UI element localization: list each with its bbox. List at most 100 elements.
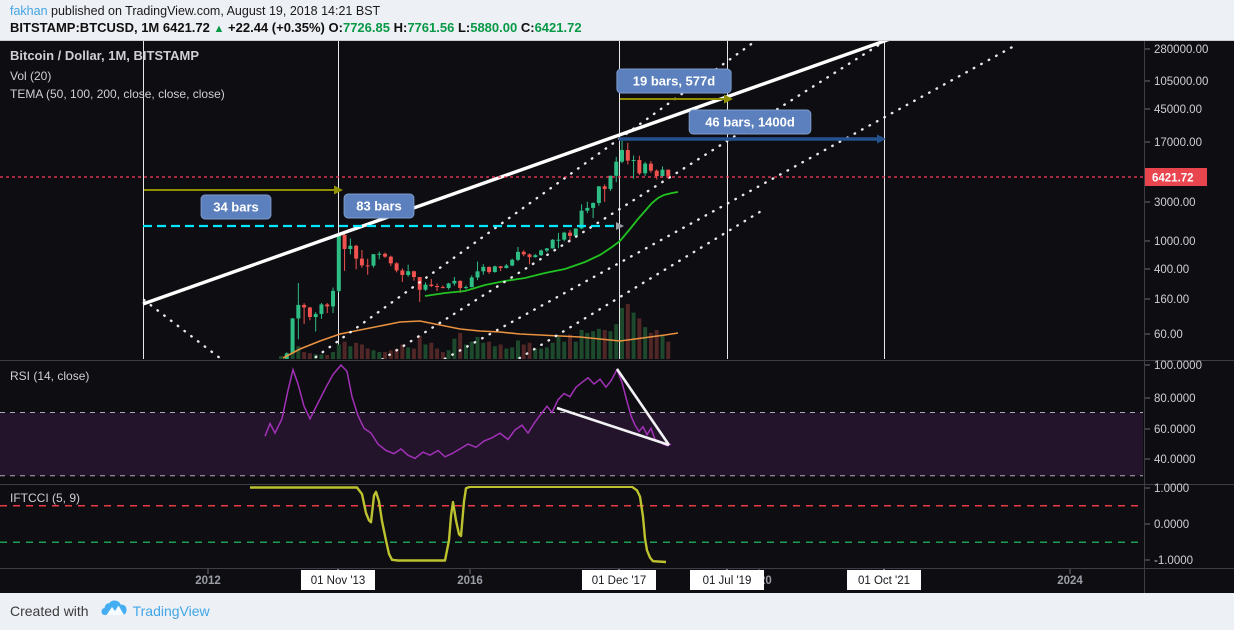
price-axis-label[interactable]: 3000.00	[1154, 197, 1196, 209]
tradingview-logo-icon[interactable]	[101, 600, 127, 623]
tradingview-brand-link[interactable]: TradingView	[132, 603, 210, 619]
price-axis-label[interactable]: 400.00	[1154, 264, 1189, 276]
price-axis-label[interactable]: 280000.00	[1154, 44, 1208, 56]
rsi-axis-label[interactable]: 60.0000	[1154, 424, 1196, 436]
candle-body	[302, 304, 307, 308]
volume-bar	[383, 352, 388, 359]
volume-bar	[348, 346, 353, 359]
volume-bar	[591, 331, 596, 359]
candle-body	[383, 253, 388, 257]
volume-bar	[359, 344, 364, 359]
volume-bar	[394, 348, 399, 359]
candle-body	[348, 245, 353, 250]
candle-body	[637, 160, 642, 174]
price-axis-label[interactable]: 60.00	[1154, 329, 1183, 341]
iftcc-axis-label[interactable]: 1.0000	[1154, 483, 1189, 495]
candle-body	[654, 170, 659, 177]
volume-bar	[429, 342, 434, 359]
volume-bar	[648, 332, 653, 359]
volume-bar	[533, 348, 538, 359]
time-axis-year-label[interactable]: 2016	[457, 575, 483, 587]
dotted-trendline-drawing[interactable]	[505, 208, 765, 367]
candle-body	[602, 186, 607, 189]
candle-body	[394, 263, 399, 271]
main-pane[interactable]: 34 bars 83 bars 19 bars, 577d 46 bars, 1400…	[142, 41, 1018, 385]
rsi-axis-label[interactable]: 40.0000	[1154, 454, 1196, 466]
volume-bar	[539, 348, 544, 359]
price-axis-label[interactable]: 160.00	[1154, 294, 1189, 306]
candle-body	[510, 259, 515, 266]
candle-body	[625, 150, 630, 161]
candle-body	[573, 228, 578, 236]
volume-bar	[498, 344, 503, 359]
candle-body	[371, 254, 376, 266]
iftcc-axis-label[interactable]: -1.0000	[1154, 555, 1193, 567]
publish-text: published on TradingView.com, August 19,…	[47, 4, 381, 18]
chart-background	[0, 41, 1234, 593]
volume-bar	[602, 330, 607, 359]
price-axis-label[interactable]: 105000.00	[1154, 76, 1208, 88]
chart-canvas[interactable]: 34 bars 83 bars 19 bars, 577d 46 bars, 1400…	[0, 41, 1234, 593]
rsi-axis-label[interactable]: 80.0000	[1154, 393, 1196, 405]
volume-bar	[302, 352, 307, 359]
high-label: H:	[393, 20, 408, 35]
candle-body	[550, 239, 555, 249]
rsi-pane[interactable]	[0, 363, 1143, 477]
candle-body	[429, 284, 434, 286]
candle-body	[446, 283, 451, 288]
annotation-badge[interactable]	[688, 109, 812, 135]
rsi-axis-label[interactable]: 100.0000	[1154, 360, 1202, 372]
candle-body	[296, 304, 301, 319]
volume-bar	[620, 307, 625, 359]
candle-body	[620, 150, 625, 162]
rsi-trendline-drawing[interactable]	[615, 368, 671, 446]
price-axis-label[interactable]: 17000.00	[1154, 137, 1202, 149]
time-axis-date-badge[interactable]	[301, 570, 375, 590]
price-axis-label[interactable]: 1000.00	[1154, 236, 1196, 248]
author-link[interactable]: fakhan	[10, 4, 48, 18]
dotted-trendline-drawing[interactable]	[142, 298, 229, 365]
volume-bar	[654, 330, 659, 359]
volume-bar	[290, 353, 295, 359]
iftcc-pane[interactable]	[0, 486, 1143, 564]
volume-bar	[469, 341, 474, 359]
volume-bar	[377, 352, 382, 359]
close-label: C:	[520, 20, 535, 35]
rsi-trendline-drawing[interactable]	[556, 406, 670, 447]
annotation-badge[interactable]	[616, 68, 732, 94]
time-axis-year-label[interactable]: 2012	[195, 575, 221, 587]
time-axis-year-label[interactable]: 2024	[1057, 575, 1083, 587]
volume-bar	[481, 342, 486, 359]
candle-body	[562, 232, 567, 240]
annotation-badge-text: 19 bars, 577d	[633, 74, 715, 89]
iftcc-axis-label[interactable]: 0.0000	[1154, 519, 1189, 531]
annotation-badge[interactable]	[343, 193, 415, 219]
candle-body	[336, 234, 341, 291]
candle-body	[400, 270, 405, 276]
last-price-axis-badge[interactable]	[1145, 168, 1207, 186]
volume-bar	[515, 340, 520, 359]
symbol-name[interactable]: BITSTAMP:BTCUSD, 1M	[10, 20, 160, 35]
volume-bar	[446, 350, 451, 359]
time-axis-date-badge[interactable]	[690, 570, 764, 590]
dotted-trendline-drawing[interactable]	[430, 43, 1018, 367]
chart-area[interactable]: 34 bars 83 bars 19 bars, 577d 46 bars, 1400…	[0, 40, 1234, 593]
candle-body	[585, 207, 590, 211]
measure-arrowhead	[334, 185, 343, 195]
time-axis-date-badge[interactable]	[582, 570, 656, 590]
annotation-badge[interactable]	[200, 194, 272, 220]
candle-body	[481, 266, 486, 272]
volume-bar	[325, 354, 330, 359]
candle-body	[423, 284, 428, 290]
volume-bar	[452, 338, 457, 359]
time-axis-date-badge-text: 01 Jul '19	[703, 575, 752, 587]
volume-bar	[279, 356, 283, 359]
time-axis-date-badge[interactable]	[847, 570, 921, 590]
candle-body	[614, 161, 619, 176]
candle-body	[354, 245, 359, 259]
price-axis-label[interactable]: 45000.00	[1154, 104, 1202, 116]
solid-trendline-drawing[interactable]	[142, 41, 890, 306]
dotted-trendline-drawing[interactable]	[375, 41, 887, 364]
price-change: +22.44 (+0.35%)	[228, 20, 325, 35]
volume-bar	[354, 342, 359, 359]
